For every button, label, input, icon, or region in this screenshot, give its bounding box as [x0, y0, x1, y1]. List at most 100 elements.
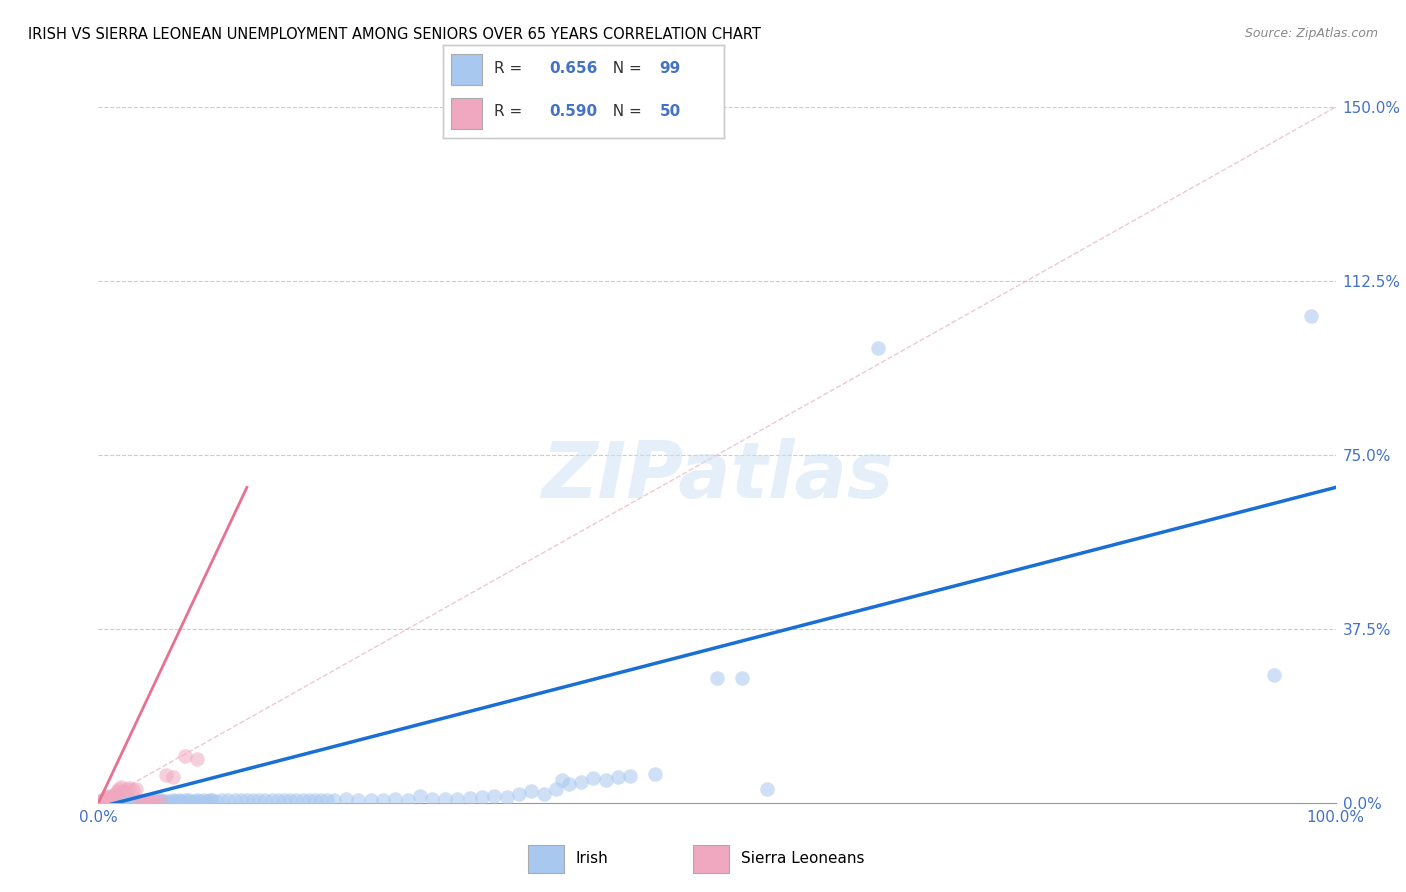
Point: [186, 793, 208, 807]
Point: [1299, 309, 1322, 323]
Point: [155, 794, 177, 808]
Point: [162, 793, 184, 807]
Point: [371, 792, 394, 806]
Point: [152, 794, 174, 808]
Point: [186, 752, 208, 766]
Point: [139, 794, 162, 808]
Point: [224, 793, 246, 807]
Point: [124, 781, 146, 796]
Point: [101, 789, 124, 803]
Point: [520, 784, 543, 798]
Text: R =: R =: [494, 61, 527, 76]
Point: [93, 791, 115, 805]
Point: [103, 794, 125, 808]
Point: [118, 780, 141, 795]
Point: [100, 793, 122, 807]
Point: [103, 790, 125, 805]
Point: [159, 794, 181, 808]
Text: 0.590: 0.590: [550, 104, 598, 119]
Point: [322, 793, 344, 807]
Point: [242, 793, 264, 807]
FancyBboxPatch shape: [693, 845, 728, 872]
Point: [174, 793, 197, 807]
Text: 99: 99: [659, 61, 681, 76]
Point: [104, 794, 127, 808]
Point: [90, 794, 112, 808]
Point: [254, 793, 277, 807]
Point: [103, 794, 125, 808]
Point: [731, 671, 754, 685]
Point: [108, 781, 131, 796]
Point: [1263, 668, 1285, 682]
Point: [98, 794, 121, 808]
Point: [195, 794, 218, 808]
Point: [149, 793, 172, 807]
Point: [114, 794, 136, 808]
Point: [165, 794, 187, 808]
Point: [360, 792, 382, 806]
Point: [619, 769, 641, 783]
FancyBboxPatch shape: [529, 845, 564, 872]
Text: Sierra Leoneans: Sierra Leoneans: [741, 851, 865, 866]
Text: 50: 50: [659, 104, 681, 119]
Point: [97, 790, 120, 805]
Point: [149, 794, 172, 808]
Point: [155, 768, 177, 782]
Point: [304, 792, 326, 806]
Text: Irish: Irish: [575, 851, 607, 866]
Point: [143, 794, 166, 808]
Point: [112, 794, 135, 808]
Point: [217, 793, 239, 807]
Point: [176, 793, 198, 807]
Point: [101, 794, 124, 808]
Text: IRISH VS SIERRA LEONEAN UNEMPLOYMENT AMONG SENIORS OVER 65 YEARS CORRELATION CHA: IRISH VS SIERRA LEONEAN UNEMPLOYMENT AMO…: [28, 27, 761, 42]
Point: [607, 770, 630, 784]
Point: [121, 794, 143, 808]
Point: [188, 794, 211, 808]
Text: N =: N =: [603, 61, 647, 76]
Point: [131, 794, 153, 808]
Point: [446, 792, 468, 806]
Point: [110, 780, 132, 794]
Point: [595, 772, 617, 787]
Point: [146, 794, 169, 808]
Point: [298, 793, 321, 807]
Point: [335, 792, 357, 806]
Point: [347, 792, 370, 806]
Point: [93, 793, 115, 807]
Point: [107, 794, 129, 808]
Point: [384, 792, 406, 806]
Point: [167, 793, 190, 807]
Point: [89, 794, 111, 808]
Point: [433, 791, 456, 805]
Point: [131, 794, 153, 808]
Point: [93, 794, 115, 808]
Point: [112, 784, 135, 798]
FancyBboxPatch shape: [451, 98, 482, 129]
Point: [201, 793, 224, 807]
Point: [139, 794, 162, 808]
Point: [100, 791, 122, 805]
Point: [90, 794, 112, 808]
Point: [114, 781, 136, 796]
Point: [582, 771, 605, 785]
Point: [184, 794, 207, 808]
Text: N =: N =: [603, 104, 647, 119]
Point: [247, 793, 270, 807]
Point: [495, 790, 517, 805]
Point: [755, 781, 778, 796]
Point: [134, 794, 156, 808]
Point: [180, 794, 202, 808]
Point: [110, 794, 132, 808]
Text: Source: ZipAtlas.com: Source: ZipAtlas.com: [1244, 27, 1378, 40]
Point: [93, 793, 115, 807]
Point: [127, 794, 149, 808]
Point: [267, 793, 290, 807]
Point: [143, 794, 166, 808]
Point: [118, 794, 141, 808]
Point: [546, 781, 568, 796]
Text: ZIPatlas: ZIPatlas: [541, 438, 893, 514]
Point: [136, 794, 159, 808]
Point: [557, 777, 579, 791]
Point: [236, 793, 259, 807]
